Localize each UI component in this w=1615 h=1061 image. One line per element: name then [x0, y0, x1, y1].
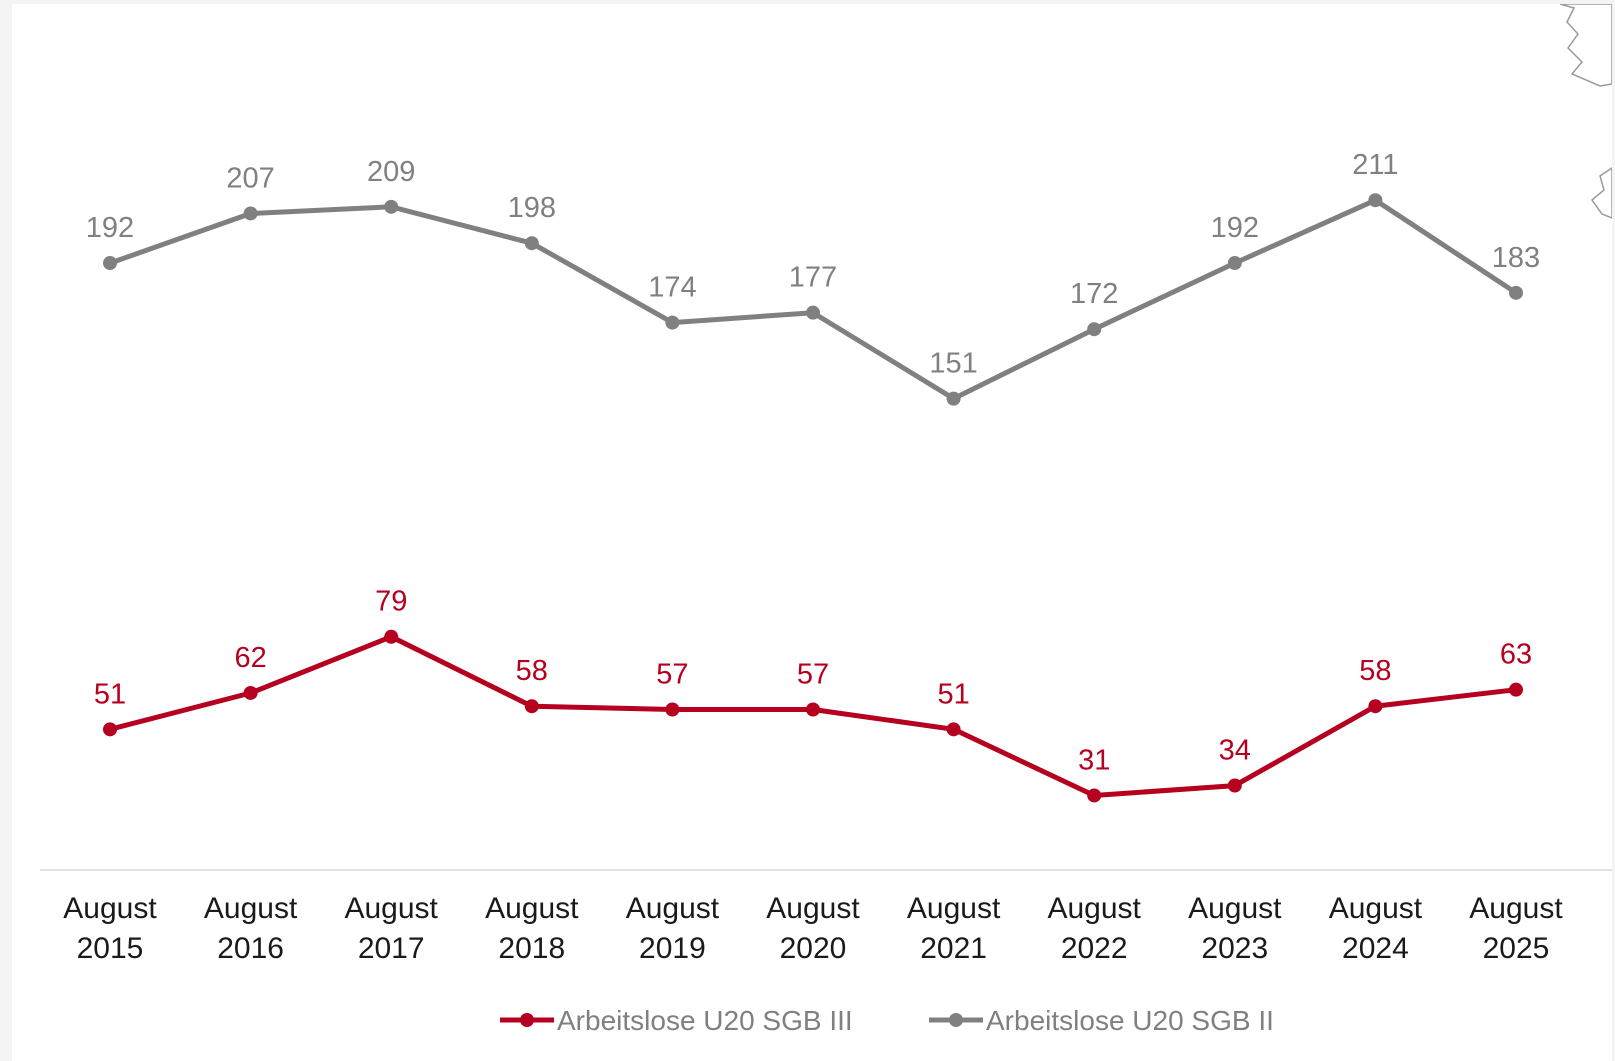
- x-tick-label: August 2022: [1047, 892, 1141, 965]
- data-point[interactable]: [1368, 193, 1383, 208]
- data-point[interactable]: [1087, 788, 1102, 803]
- data-label: 31: [1078, 744, 1110, 776]
- data-point[interactable]: [524, 236, 539, 251]
- x-tick-label: August 2016: [204, 892, 298, 965]
- x-tick-label: August 2021: [907, 892, 1001, 965]
- data-point[interactable]: [1509, 682, 1523, 697]
- data-point[interactable]: [1368, 699, 1383, 714]
- data-label: 172: [1070, 278, 1118, 310]
- data-point[interactable]: [384, 629, 399, 644]
- data-label: 174: [648, 272, 696, 304]
- data-label: 209: [367, 156, 415, 188]
- data-point[interactable]: [1509, 285, 1523, 300]
- data-label: 207: [226, 162, 274, 194]
- x-tick-label: August 2024: [1329, 892, 1423, 965]
- x-tick-label: August 2025: [1469, 892, 1563, 965]
- data-label: 58: [516, 655, 548, 687]
- data-label: 198: [508, 192, 556, 224]
- data-point[interactable]: [806, 305, 820, 320]
- x-tick-label: August 2020: [766, 892, 860, 965]
- data-label: 211: [1352, 149, 1398, 181]
- chart-panel: 51 62 79 58 57 57 51 31 34 58 63 192 207 209 198 174 177…: [12, 4, 1612, 1061]
- data-label: 51: [937, 678, 969, 710]
- data-point[interactable]: [103, 256, 117, 271]
- data-point[interactable]: [1227, 778, 1242, 793]
- data-point[interactable]: [1227, 256, 1242, 271]
- legend-item[interactable]: Arbeitslose U20 SGB III: [500, 1005, 853, 1036]
- x-tick-label: August 2019: [626, 892, 720, 965]
- data-label: 63: [1500, 639, 1532, 671]
- data-point[interactable]: [665, 702, 680, 717]
- data-label: 151: [929, 348, 977, 380]
- x-tick-label: August 2023: [1188, 892, 1282, 965]
- data-point[interactable]: [103, 722, 117, 737]
- series-2-line: [107, 197, 1519, 402]
- series-layer: 51 62 79 58 57 57 51 31 34 58 63 192 207 209 198 174 177…: [86, 149, 1540, 803]
- x-axis-ticks: August 2015 August 2016 August 2017 August 2018…: [63, 892, 1563, 965]
- legend-label: Arbeitslose U20 SGB II: [986, 1005, 1274, 1036]
- data-label: 192: [86, 212, 134, 244]
- data-label: 34: [1219, 735, 1251, 767]
- data-point[interactable]: [1087, 322, 1102, 337]
- series-1: 51 62 79 58 57 57 51 31 34 58 63: [94, 586, 1532, 803]
- legend-label: Arbeitslose U20 SGB III: [557, 1005, 853, 1036]
- x-tick-label: August 2015: [63, 892, 157, 965]
- legend-item[interactable]: Arbeitslose U20 SGB II: [929, 1005, 1274, 1036]
- data-point[interactable]: [243, 206, 258, 221]
- map-fragment-decoration: [1559, 4, 1612, 219]
- data-label: 51: [94, 678, 126, 710]
- data-point[interactable]: [946, 391, 961, 406]
- data-label: 57: [656, 659, 688, 691]
- legend-swatch-marker: [949, 1013, 963, 1027]
- line-chart: 51 62 79 58 57 57 51 31 34 58 63 192 207 209 198 174 177…: [40, 4, 1612, 1036]
- series-2: 192 207 209 198 174 177 151 172 192 211 183: [86, 149, 1540, 406]
- data-point[interactable]: [384, 199, 399, 214]
- data-point[interactable]: [946, 722, 961, 737]
- legend-swatch-marker: [520, 1013, 534, 1027]
- legend: Arbeitslose U20 SGB III Arbeitslose U20 S…: [500, 1005, 1274, 1036]
- data-label: 192: [1211, 212, 1259, 244]
- data-point[interactable]: [243, 685, 258, 700]
- data-point[interactable]: [806, 702, 820, 717]
- data-label: 58: [1359, 655, 1391, 687]
- data-point[interactable]: [524, 699, 539, 714]
- x-tick-label: August 2018: [485, 892, 579, 965]
- data-point[interactable]: [665, 315, 680, 330]
- data-label: 177: [789, 262, 837, 294]
- data-label: 79: [375, 586, 407, 618]
- data-label: 57: [797, 659, 829, 691]
- x-tick-label: August 2017: [344, 892, 438, 965]
- data-label: 183: [1492, 242, 1540, 274]
- data-label: 62: [234, 642, 266, 674]
